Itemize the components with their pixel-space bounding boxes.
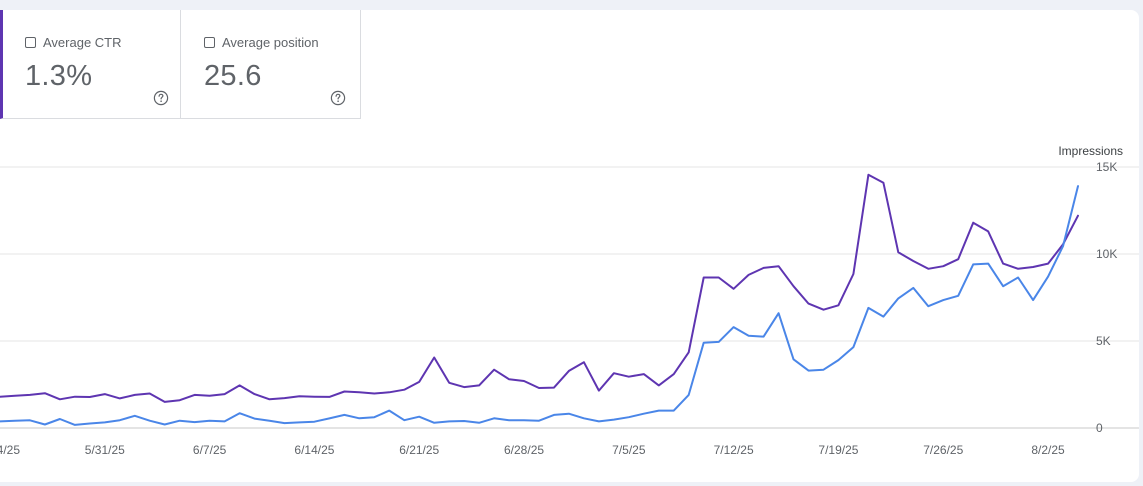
average-ctr-value: 1.3% bbox=[25, 60, 93, 92]
x-tick-label: 7/12/25 bbox=[714, 443, 754, 457]
average-position-value: 25.6 bbox=[204, 60, 262, 92]
average-position-toggle[interactable]: Average position bbox=[204, 35, 319, 50]
x-tick-label: 8/2/25 bbox=[1031, 443, 1065, 457]
x-tick-label: 5/31/25 bbox=[85, 443, 125, 457]
help-icon[interactable] bbox=[330, 90, 346, 106]
impressions-line[interactable] bbox=[0, 173, 1079, 403]
average-position-label: Average position bbox=[222, 35, 319, 50]
metric-card-average-position[interactable]: Average position 25.6 bbox=[181, 10, 361, 119]
x-tick-label: 7/19/25 bbox=[818, 443, 858, 457]
clicks-line[interactable] bbox=[0, 185, 1079, 426]
x-tick-label: 7/26/25 bbox=[923, 443, 963, 457]
x-tick-label: 6/21/25 bbox=[399, 443, 439, 457]
average-ctr-label: Average CTR bbox=[43, 35, 122, 50]
y-tick-label: 0 bbox=[1096, 421, 1103, 435]
x-tick-label: 6/14/25 bbox=[294, 443, 334, 457]
metric-card-average-ctr[interactable]: Average CTR 1.3% bbox=[0, 10, 181, 119]
y-tick-label: 10K bbox=[1096, 247, 1117, 261]
x-tick-label: 6/28/25 bbox=[504, 443, 544, 457]
x-tick-label: 5/24/25 bbox=[0, 443, 20, 457]
y-axis-title: Impressions bbox=[1058, 144, 1123, 158]
average-ctr-toggle[interactable]: Average CTR bbox=[25, 35, 122, 50]
y-tick-label: 15K bbox=[1096, 160, 1117, 174]
x-tick-label: 7/5/25 bbox=[612, 443, 646, 457]
average-position-checkbox[interactable] bbox=[204, 37, 215, 48]
y-tick-label: 5K bbox=[1096, 334, 1111, 348]
x-tick-label: 6/7/25 bbox=[193, 443, 227, 457]
help-icon[interactable] bbox=[153, 90, 169, 106]
average-ctr-checkbox[interactable] bbox=[25, 37, 36, 48]
